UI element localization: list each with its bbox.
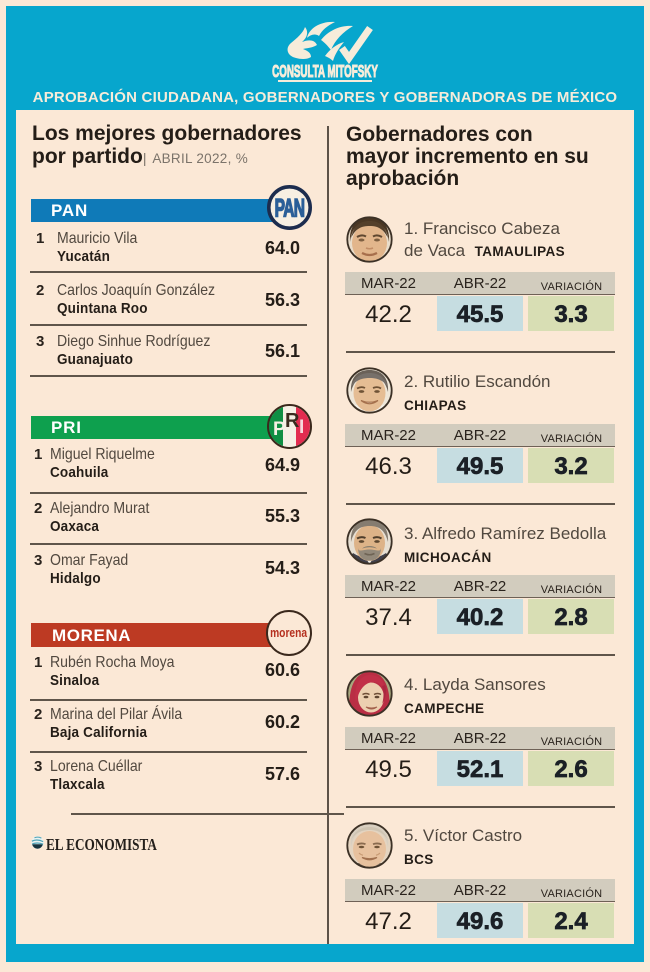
svg-text:CONSULTA MITOFSKY: CONSULTA MITOFSKY [272, 62, 378, 82]
svg-text:PAN: PAN [275, 195, 305, 223]
